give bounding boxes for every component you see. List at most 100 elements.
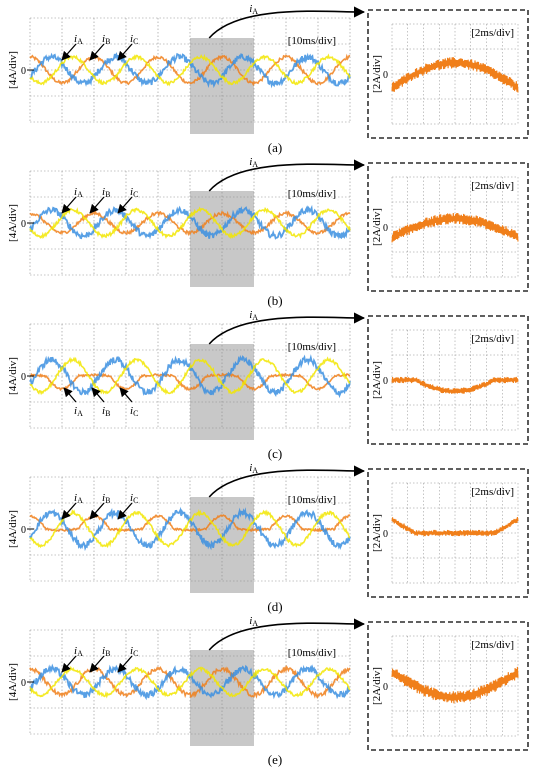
curved-arrow-icon bbox=[208, 618, 366, 651]
callout-series-label: iA bbox=[249, 3, 258, 16]
overview-plot: 0[4A/div] [10ms/div] iA iB iC bbox=[7, 17, 351, 134]
zoom-frame bbox=[367, 468, 529, 598]
zoom-ylabel: [2A/div] bbox=[371, 55, 383, 93]
zoom-plot: 0[2A/div] [2ms/div] bbox=[367, 9, 529, 139]
callout-series-label: iA bbox=[249, 309, 258, 322]
series-line-iC bbox=[29, 206, 351, 240]
zoom-ylabel: [2A/div] bbox=[371, 208, 383, 246]
overview-ylabel: [4A/div] bbox=[7, 510, 19, 548]
zoom-series-line bbox=[391, 376, 519, 394]
panel-label: (d) bbox=[267, 599, 282, 614]
phase-label: iA bbox=[74, 186, 83, 199]
zoom-series-line bbox=[391, 212, 519, 243]
zoom-xscale-label: [2ms/div] bbox=[471, 639, 514, 651]
curved-arrow-icon bbox=[208, 312, 366, 345]
zoom-xscale-label: [2ms/div] bbox=[471, 333, 514, 345]
arrow-icon bbox=[61, 43, 77, 61]
zoom-xscale-label: [2ms/div] bbox=[471, 486, 514, 498]
arrow-icon bbox=[119, 387, 133, 403]
zoom-plot: 0[2A/div] [2ms/div] bbox=[367, 621, 529, 751]
zoom-plot: 0[2A/div] [2ms/div] bbox=[367, 468, 529, 598]
arrow-icon bbox=[63, 387, 77, 403]
series-line-iC bbox=[29, 53, 351, 87]
zoom-plot: 0[2A/div] [2ms/div] bbox=[367, 162, 529, 292]
phase-label: iA bbox=[74, 405, 83, 418]
overview-xscale-label: [10ms/div] bbox=[288, 188, 336, 200]
zoom-frame bbox=[367, 9, 529, 139]
callout-series-label: iA bbox=[249, 615, 258, 628]
overview-plot: 0[4A/div] [10ms/div] iA iB iC bbox=[7, 629, 351, 746]
arrow-icon bbox=[89, 196, 105, 214]
arrow-icon bbox=[61, 196, 77, 214]
arrow-icon bbox=[61, 502, 77, 520]
phase-label: iC bbox=[130, 405, 138, 418]
zoom-zero-label: 0 bbox=[383, 376, 388, 387]
series-line-iC bbox=[29, 665, 351, 699]
panel-label: (b) bbox=[267, 293, 282, 308]
overview-zero-label: 0 bbox=[21, 525, 26, 536]
overview-zero-label: 0 bbox=[21, 372, 26, 383]
overview-plot: 0[4A/div] [10ms/div] iA iB iC bbox=[7, 170, 351, 287]
phase-label: iB bbox=[102, 492, 110, 505]
phase-label: iB bbox=[102, 186, 110, 199]
overview-zero-label: 0 bbox=[21, 66, 26, 77]
series-line-iC bbox=[29, 508, 351, 549]
arrow-icon bbox=[117, 502, 133, 520]
phase-label: iA bbox=[74, 645, 83, 658]
zoom-xscale-label: [2ms/div] bbox=[471, 27, 514, 39]
series-line-iA bbox=[30, 372, 351, 392]
panel-b: 0[4A/div][10ms/div]iA iB iC0[2A/div][2ms/d… bbox=[7, 156, 529, 308]
arrow-icon bbox=[89, 43, 105, 61]
phase-label: iB bbox=[102, 645, 110, 658]
zoom-ylabel: [2A/div] bbox=[371, 667, 383, 705]
zoom-zero-label: 0 bbox=[383, 682, 388, 693]
zoom-frame bbox=[367, 162, 529, 292]
curved-arrow-icon bbox=[208, 6, 366, 39]
overview-ylabel: [4A/div] bbox=[7, 663, 19, 701]
zoom-ylabel: [2A/div] bbox=[371, 514, 383, 552]
overview-ylabel: [4A/div] bbox=[7, 357, 19, 395]
zoom-xscale-label: [2ms/div] bbox=[471, 180, 514, 192]
arrow-icon bbox=[89, 502, 105, 520]
phase-label: iC bbox=[130, 186, 138, 199]
zoom-series-line bbox=[391, 666, 519, 704]
arrow-icon bbox=[91, 387, 105, 403]
panel-d: 0[4A/div] [10ms/div] iA iB iC0 [2A/div] [2ms/d… bbox=[7, 462, 529, 614]
zoom-frame bbox=[367, 621, 529, 751]
phase-label: iC bbox=[130, 33, 138, 46]
phase-label: iB bbox=[102, 405, 110, 418]
overview-xscale-label: [10ms/div] bbox=[288, 341, 336, 353]
callout-series-label: iA bbox=[249, 156, 258, 169]
arrow-icon bbox=[61, 655, 77, 673]
phase-label: iC bbox=[130, 645, 138, 658]
arrow-icon bbox=[117, 196, 133, 214]
overview-zero-label: 0 bbox=[21, 219, 26, 230]
zoom-series-line bbox=[391, 57, 519, 93]
arrow-icon bbox=[89, 655, 105, 673]
panel-c: 0[4A/div][10ms/div]iA iB iC0[2A/div][2ms/d… bbox=[7, 309, 529, 461]
panel-e: 0[4A/div][10ms/div]iA iB iC0[2A/div][2ms/d… bbox=[7, 615, 529, 767]
panel-a: 0[4A/div][10ms/div]iA iB iC0[2A/div][2ms/d… bbox=[7, 3, 529, 155]
series-line-iC bbox=[29, 356, 351, 396]
callout-series-label: iA bbox=[249, 462, 258, 475]
phase-label: iA bbox=[74, 492, 83, 505]
panel-label: (e) bbox=[268, 752, 282, 767]
zoom-plot: 0[2A/div] [2ms/div] bbox=[367, 315, 529, 445]
overview-plot: 0[4A/div] [10ms/div] iA iB iC bbox=[7, 323, 351, 440]
phase-label: iB bbox=[102, 33, 110, 46]
arrow-icon bbox=[117, 43, 133, 61]
overview-ylabel: [4A/div] bbox=[7, 204, 19, 242]
series-line-iB bbox=[29, 354, 351, 399]
panel-label: (a) bbox=[268, 140, 282, 155]
zoom-zero-label: 0 bbox=[383, 70, 388, 81]
phase-label: iC bbox=[130, 492, 138, 505]
overview-zero-label: 0 bbox=[21, 678, 26, 689]
phase-label: iA bbox=[74, 33, 83, 46]
overview-xscale-label: [10ms/div] bbox=[288, 647, 336, 659]
zoom-zero-label: 0 bbox=[383, 223, 388, 234]
overview-xscale-label: [10ms/div] bbox=[288, 494, 336, 506]
zoom-ylabel: [2A/div] bbox=[371, 361, 383, 399]
overview-plot: 0[4A/div] [10ms/div] iA iB iC bbox=[7, 476, 351, 593]
overview-ylabel: [4A/div] bbox=[7, 51, 19, 89]
